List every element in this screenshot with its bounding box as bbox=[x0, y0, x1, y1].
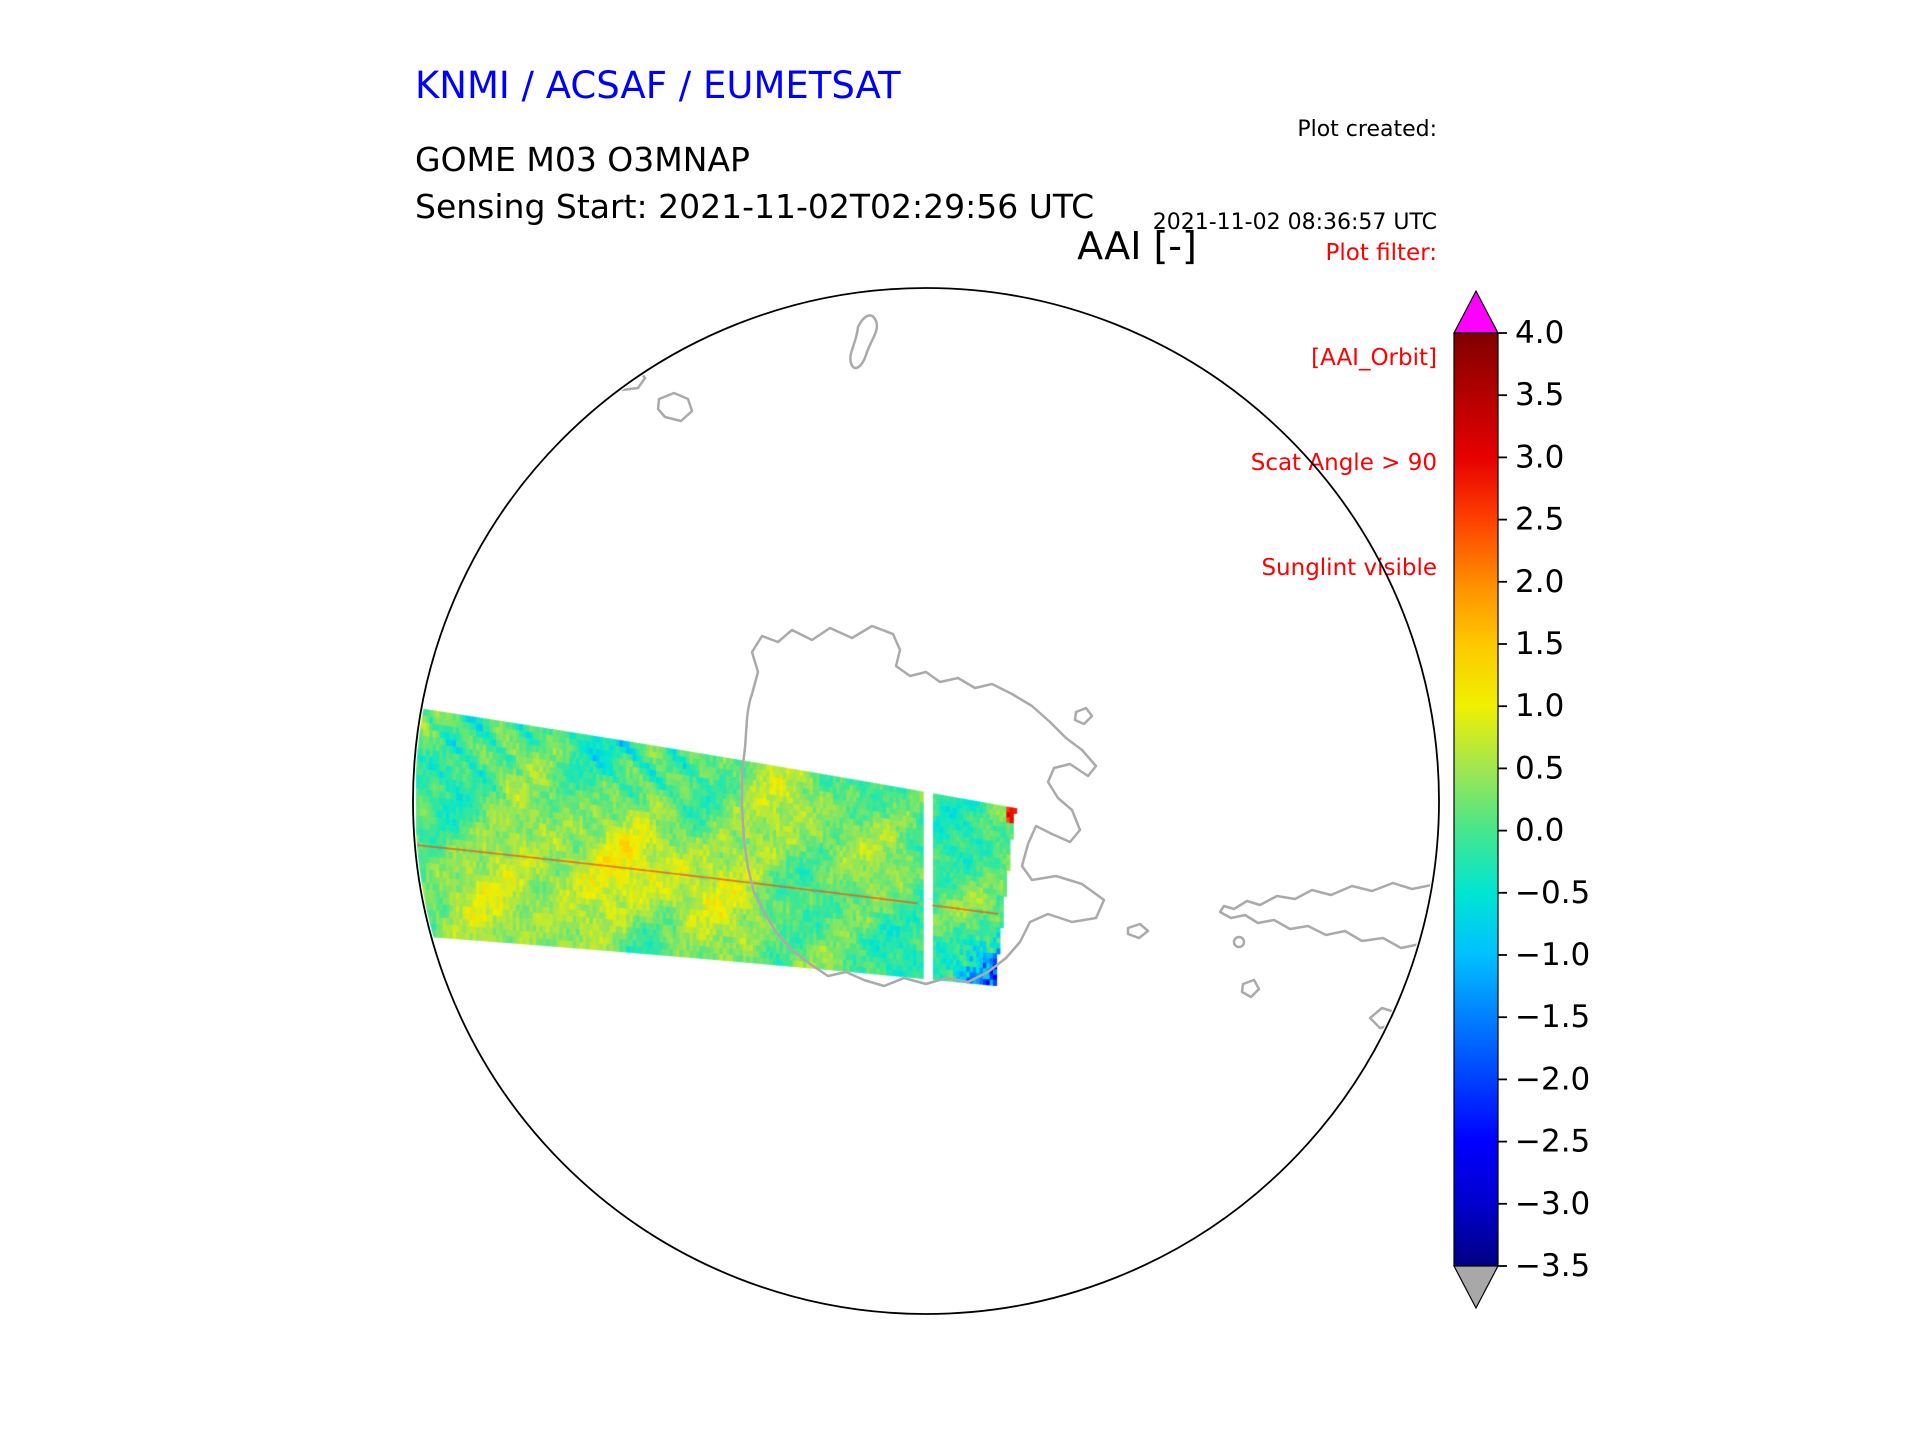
colorbar-tick-label: 2.5 bbox=[1515, 502, 1564, 538]
colorbar-tick-label: −2.0 bbox=[1515, 1061, 1590, 1097]
colorbar-tick-label: −2.5 bbox=[1515, 1124, 1590, 1160]
colorbar-tick-label: 0.5 bbox=[1515, 750, 1564, 786]
colorbar-tick-label: 3.5 bbox=[1515, 377, 1564, 413]
colorbar: 4.0 3.5 3.0 2.5 2.0 1.5 1.0 0.5 0.0 −0.5 −1.0 −1.5 −… bbox=[1453, 289, 1590, 1310]
antarctica-coastline bbox=[740, 624, 1106, 988]
colorbar-tick-label: 1.0 bbox=[1515, 688, 1564, 724]
colorbar-tick-label: 2.0 bbox=[1515, 564, 1564, 600]
colorbar-tick-label: 3.0 bbox=[1515, 439, 1564, 475]
colorbar-bar bbox=[1453, 332, 1499, 1267]
colorbar-tick-label: 4.0 bbox=[1515, 315, 1564, 351]
colorbar-tick-label: −0.5 bbox=[1515, 875, 1590, 911]
colorbar-tick-label: 1.5 bbox=[1515, 626, 1564, 662]
colorbar-over-arrow bbox=[1453, 289, 1499, 334]
colorbar-ticks: 4.0 3.5 3.0 2.5 2.0 1.5 1.0 0.5 0.0 −0.5 −1.0 −1.5 −… bbox=[1498, 315, 1590, 1284]
map-disc-outline bbox=[412, 287, 1440, 1315]
colorbar-tick-label: 0.0 bbox=[1515, 813, 1564, 849]
south-america-lower-coastline bbox=[1368, 1004, 1437, 1037]
colorbar-tick-label: −1.5 bbox=[1515, 999, 1590, 1035]
colorbar-tick-label: −3.0 bbox=[1515, 1186, 1590, 1222]
colorbar-tick-label: −1.0 bbox=[1515, 937, 1590, 973]
colorbar-tick-label: −3.5 bbox=[1515, 1248, 1590, 1284]
islands-coastline bbox=[607, 314, 1261, 999]
south-america-coastline bbox=[1218, 881, 1437, 955]
colorbar-under-arrow bbox=[1453, 1265, 1499, 1310]
